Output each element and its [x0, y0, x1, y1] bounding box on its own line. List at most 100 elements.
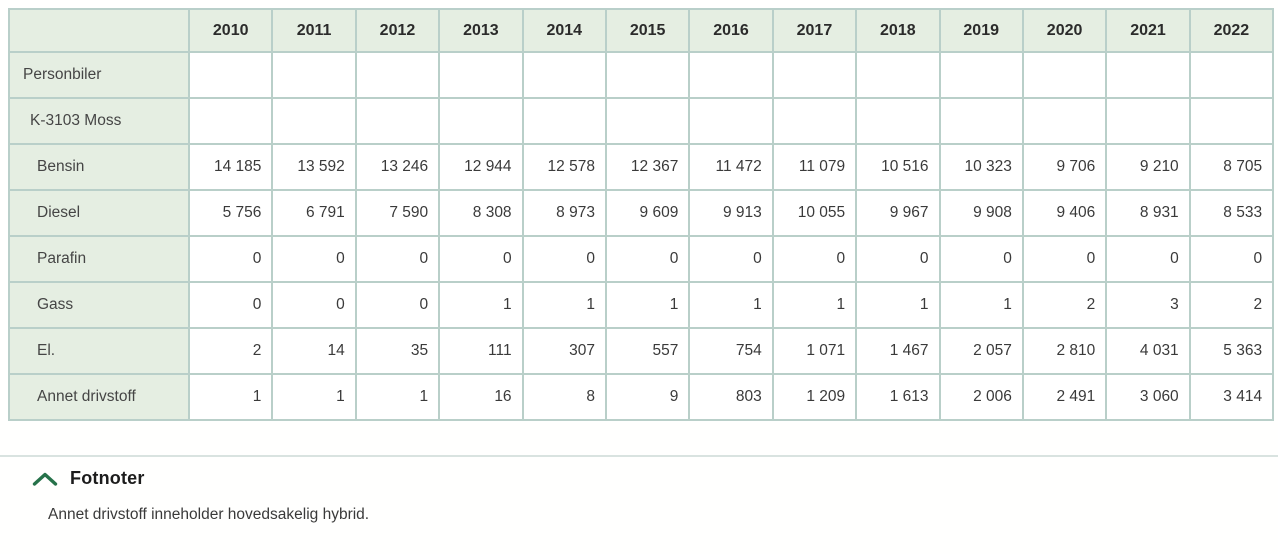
section-divider	[0, 455, 1278, 457]
table-row: Bensin 14 185 13 592 13 246 12 944 12 578 12 3…	[8, 143, 1275, 191]
table-cell	[271, 51, 357, 99]
row-label: Gass	[8, 281, 190, 329]
year-column-header: 2011	[271, 8, 357, 53]
table-row: Gass 0 0 0 1 1 1 1 1 1 1 2 3 2	[8, 281, 1275, 329]
row-label: Annet drivstoff	[8, 373, 190, 421]
footnote-text: Annet drivstoff inneholder hovedsakelig …	[48, 506, 370, 523]
table-cell: 1	[604, 281, 691, 329]
year-column-header: 2013	[438, 8, 524, 53]
table-cell: 14	[271, 327, 357, 375]
table-cell: 11 079	[771, 143, 858, 191]
table-cell: 0	[1105, 235, 1191, 283]
table-cell: 14 185	[187, 143, 274, 191]
table-cell: 12 578	[521, 143, 607, 191]
table-cell	[855, 51, 941, 99]
table-cell: 13 592	[271, 143, 357, 191]
year-column-header: 2015	[604, 8, 691, 53]
table-cell	[1188, 97, 1275, 145]
table-cell: 3 060	[1105, 373, 1191, 421]
table-cell	[521, 51, 607, 99]
table-cell: 0	[521, 235, 607, 283]
chevron-up-icon[interactable]	[32, 471, 58, 487]
table-cell	[271, 97, 357, 145]
table-cell: 1	[938, 281, 1024, 329]
table-row: Annet drivstoff 1 1 1 16 8 9 803 1 209 1 613 2 006…	[8, 373, 1275, 421]
table-cell	[1188, 51, 1275, 99]
statistics-table: 2010 2011 2012 2013 2014 2015 2016 2017 2018 2019…	[8, 8, 1275, 421]
table-row: K-3103 Moss	[8, 97, 1275, 145]
table-cell: 6 791	[271, 189, 357, 237]
year-column-header: 2017	[771, 8, 858, 53]
table-row: Personbiler	[8, 51, 1275, 99]
table-cell	[688, 97, 774, 145]
footnotes-section: Fotnoter Annet drivstoff inneholder hove…	[0, 468, 1278, 524]
table-cell: 1	[688, 281, 774, 329]
table-cell: 1	[521, 281, 607, 329]
table-cell: 9	[604, 373, 691, 421]
table-cell: 0	[271, 281, 357, 329]
table-cell: 557	[604, 327, 691, 375]
table-cell	[438, 97, 524, 145]
table-cell: 2	[187, 327, 274, 375]
table-cell: 0	[855, 235, 941, 283]
table-cell: 307	[521, 327, 607, 375]
table-cell: 1	[855, 281, 941, 329]
table-cell: 0	[1188, 235, 1275, 283]
table-cell: 0	[187, 281, 274, 329]
table-cell: 0	[1021, 235, 1108, 283]
table-cell: 2 006	[938, 373, 1024, 421]
table-cell: 16	[438, 373, 524, 421]
table-cell: 803	[688, 373, 774, 421]
table-cell: 0	[354, 235, 441, 283]
table-cell: 8	[521, 373, 607, 421]
table-cell	[1105, 97, 1191, 145]
table-cell	[354, 97, 441, 145]
table-cell: 5 363	[1188, 327, 1275, 375]
table-cell: 1	[771, 281, 858, 329]
table-cell: 8 308	[438, 189, 524, 237]
table-cell: 7 590	[354, 189, 441, 237]
table-cell: 12 367	[604, 143, 691, 191]
table-row: Diesel 5 756 6 791 7 590 8 308 8 973 9 609 9 91…	[8, 189, 1275, 237]
table-header-row: 2010 2011 2012 2013 2014 2015 2016 2017 2018 2019…	[8, 8, 1275, 53]
table-cell: 10 323	[938, 143, 1024, 191]
table-cell: 35	[354, 327, 441, 375]
table-cell: 0	[771, 235, 858, 283]
table-cell: 12 944	[438, 143, 524, 191]
table-cell: 9 406	[1021, 189, 1108, 237]
table-cell	[438, 51, 524, 99]
table-cell	[187, 51, 274, 99]
footnotes-toggle[interactable]: Fotnoter	[0, 468, 1278, 489]
table-cell	[771, 97, 858, 145]
table-cell: 2 057	[938, 327, 1024, 375]
table-cell: 9 609	[604, 189, 691, 237]
year-column-header: 2021	[1105, 8, 1191, 53]
table-cell	[1021, 97, 1108, 145]
table-cell: 0	[271, 235, 357, 283]
row-label: Parafin	[8, 235, 190, 283]
table-cell: 2	[1021, 281, 1108, 329]
year-column-header: 2016	[688, 8, 774, 53]
table-cell	[521, 97, 607, 145]
table-cell: 8 705	[1188, 143, 1275, 191]
statistics-table-container: 2010 2011 2012 2013 2014 2015 2016 2017 2018 2019…	[8, 8, 1275, 421]
table-cell: 1 613	[855, 373, 941, 421]
table-cell	[855, 97, 941, 145]
table-cell: 1	[438, 281, 524, 329]
table-cell: 1 209	[771, 373, 858, 421]
table-cell: 1	[354, 373, 441, 421]
table-cell: 11 472	[688, 143, 774, 191]
table-cell	[771, 51, 858, 99]
row-label: Personbiler	[8, 51, 190, 99]
row-label: Diesel	[8, 189, 190, 237]
table-cell: 9 908	[938, 189, 1024, 237]
row-label: El.	[8, 327, 190, 375]
footnotes-heading[interactable]: Fotnoter	[70, 468, 145, 488]
table-row: Parafin 0 0 0 0 0 0 0 0 0 0 0 0 0	[8, 235, 1275, 283]
table-cell: 9 706	[1021, 143, 1108, 191]
table-cell	[938, 51, 1024, 99]
table-cell: 111	[438, 327, 524, 375]
table-cell: 8 533	[1188, 189, 1275, 237]
table-cell: 9 210	[1105, 143, 1191, 191]
table-cell: 1 071	[771, 327, 858, 375]
